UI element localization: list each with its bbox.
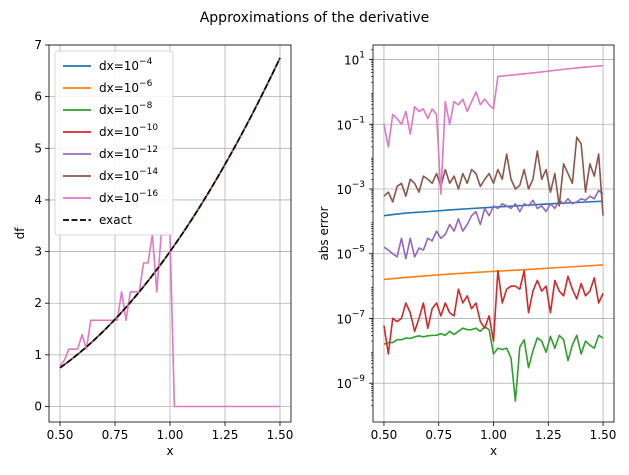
legend-label: dx=10−14 <box>99 167 158 183</box>
y-tick-label: 2 <box>34 296 42 310</box>
left-chart-df: 0.50 0.75 1.00 1.25 1.5001234567xdfdx=10−4dx… <box>13 38 293 458</box>
x-tick-label: 1.00 <box>157 428 184 442</box>
legend-label: dx=10−6 <box>99 79 153 95</box>
legend-label: dx=10−12 <box>99 145 158 161</box>
x-tick-label: 1.00 <box>480 428 507 442</box>
x-tick-label: 0.75 <box>102 428 129 442</box>
y-tick-label: 5 <box>34 141 42 155</box>
y-tick-label: 10−1 <box>336 115 365 132</box>
x-tick-label: 0.50 <box>47 428 74 442</box>
y-axis-label: abs error <box>317 206 331 260</box>
legend-label: exact <box>99 213 132 227</box>
y-tick-label: 101 <box>344 51 365 68</box>
y-tick-label: 4 <box>34 193 42 207</box>
series-line-dx-10-14 <box>383 136 604 216</box>
legend-label: dx=10−8 <box>99 101 153 117</box>
legend-label: dx=10−4 <box>99 57 153 73</box>
series-group <box>383 64 604 402</box>
x-tick-label: 1.25 <box>535 428 562 442</box>
y-tick-label: 10−3 <box>336 180 365 197</box>
x-tick-label: 1.50 <box>267 428 294 442</box>
y-tick-label: 10−5 <box>336 245 365 262</box>
x-tick-label: 0.50 <box>371 428 398 442</box>
y-tick-label: 10−7 <box>336 309 365 326</box>
series-line-dx-10-6 <box>383 264 604 281</box>
legend-label: dx=10−16 <box>99 189 158 205</box>
y-tick-label: 0 <box>34 400 42 414</box>
y-axis-label: df <box>13 227 27 240</box>
series-line-dx-10-12 <box>383 189 604 260</box>
series-group <box>59 57 281 408</box>
x-tick-label: 1.25 <box>212 428 239 442</box>
figure-title: Approximations of the derivative <box>200 10 430 26</box>
right-chart-abs-error: 0.50 0.75 1.00 1.25 1.50 101 10−1 10−3 10−5 10−7 1… <box>317 44 617 458</box>
series-line-dx-10-10 <box>383 269 604 355</box>
x-axis-label: x <box>166 444 173 458</box>
x-tick-label: 1.50 <box>590 428 617 442</box>
x-axis-label: x <box>490 444 497 458</box>
series-line-dx-10-16 <box>383 64 604 195</box>
y-tick-label: 10−9 <box>336 374 365 391</box>
series-line-exact <box>59 57 281 369</box>
x-tick-label: 0.75 <box>425 428 452 442</box>
y-tick-label: 7 <box>34 38 42 52</box>
series-line-dx-10-8 <box>383 326 604 402</box>
series-line-dx-10-16 <box>59 233 280 408</box>
y-tick-label: 3 <box>34 245 42 259</box>
grid <box>373 45 614 422</box>
y-tick-label: 1 <box>34 348 42 362</box>
legend: dx=10−4 dx=10−6 dx=10−8 dx=10−10 dx=10−12 dx=… <box>54 50 174 236</box>
legend-label: dx=10−10 <box>99 123 158 139</box>
y-tick-label: 6 <box>34 90 42 104</box>
legend-box <box>54 50 174 236</box>
